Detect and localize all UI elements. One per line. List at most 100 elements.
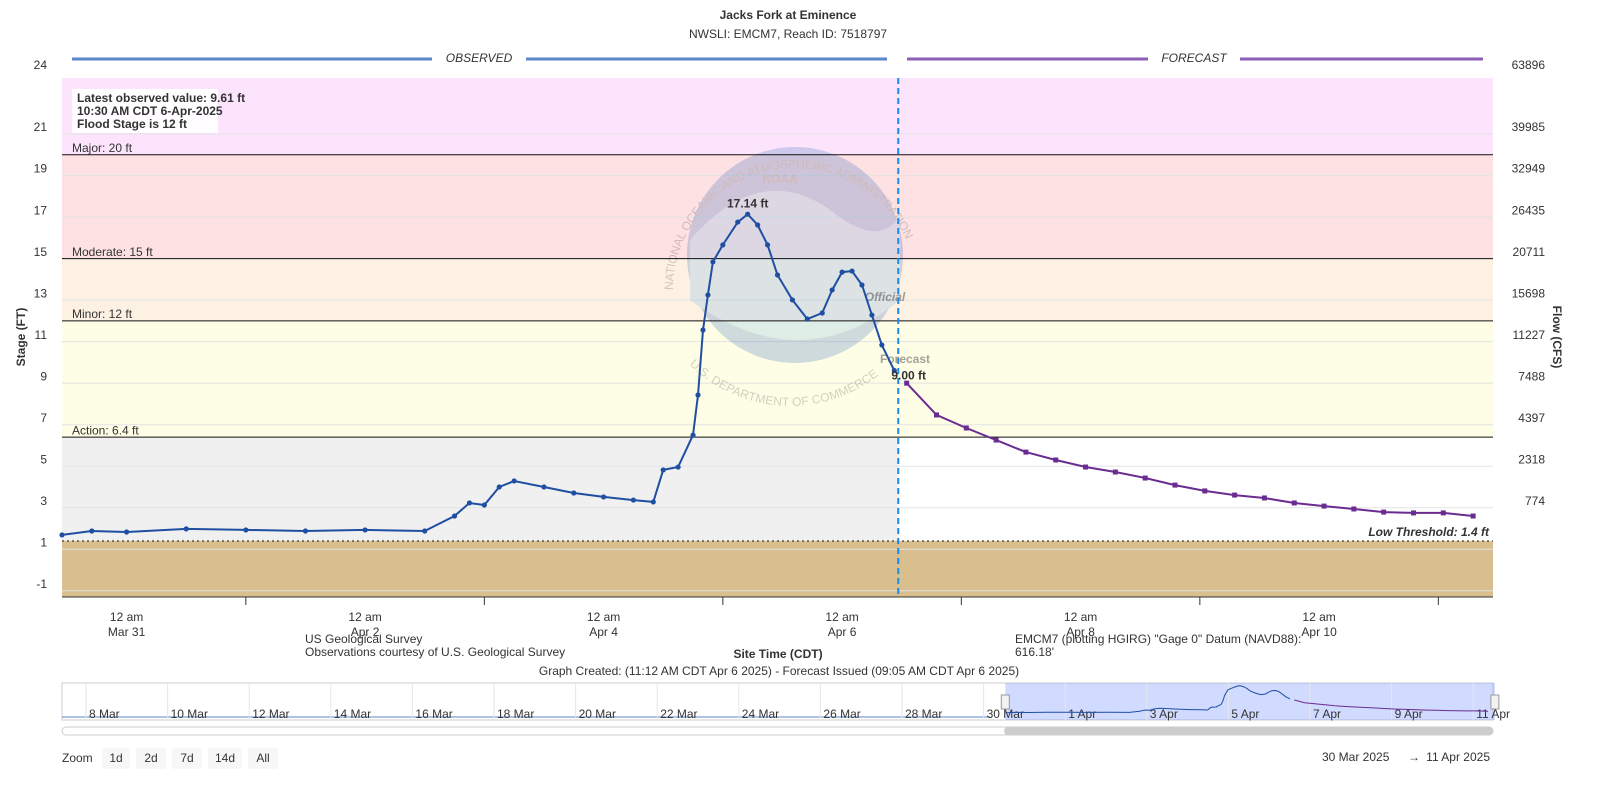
navigator-label: 22 Mar [660,707,697,721]
y-tick-label: 13 [34,286,48,300]
point [695,392,701,398]
point [650,499,656,505]
y2-tick-label: 2318 [1518,452,1545,466]
point [123,529,130,535]
point [879,342,885,348]
zoom-button-label[interactable]: All [256,751,269,765]
navigator-label: 24 Mar [742,707,779,721]
watermark-disc [687,147,903,363]
navigator: 8 Mar 10 Mar 12 Mar 14 Mar 16 Mar 18 Mar 20 Ma… [61,682,1510,721]
point [904,380,910,386]
point [422,528,428,534]
below-low-band [62,540,1493,597]
info-box [72,89,218,133]
x-tick-label: 12 am [110,610,143,624]
y-tick-label: 9 [40,369,47,383]
zoom-button-label[interactable]: 2d [144,751,157,765]
zoom-button-label[interactable]: 1d [109,751,122,765]
point [660,467,666,473]
x-tick-label: 12 am [348,610,381,624]
point [243,527,249,533]
point [89,528,95,534]
credit: US Geological Survey [305,632,422,646]
navigator-label: 7 Apr [1313,707,1341,721]
threshold-label: Action: 6.4 ft [72,423,139,437]
zoom-button[interactable] [248,748,278,769]
navigator-label: 10 Mar [171,707,208,721]
zoom-button[interactable] [208,748,242,769]
x-tick-label: 12 am [1064,610,1097,624]
point [859,282,865,288]
data-label: 17.14 ft [727,196,768,210]
x-tick-label: Apr 10 [1301,625,1337,639]
y-tick-label: 24 [34,58,48,72]
point [891,367,897,374]
info-line: 10:30 AM CDT 6-Apr-2025 [77,104,223,118]
point [1053,457,1059,463]
threshold-label: Moderate: 15 ft [72,245,153,259]
point [302,528,309,534]
x-tick-label: Mar 31 [108,625,146,639]
y2-tick-label: 32949 [1512,162,1546,176]
chart-title: Jacks Fork at Eminence [720,8,857,22]
navigator-label: 1 Apr [1068,707,1096,721]
point [1023,449,1029,455]
range-to[interactable]: 11 Apr 2025 [1426,750,1490,764]
point [735,219,741,225]
y-tick-label: 1 [40,535,47,549]
navigator-label: 14 Mar [334,707,371,721]
watermark-line2: Forecast [880,352,930,366]
point [700,327,706,333]
point [59,532,65,538]
point [675,464,681,470]
navigator-line [1005,685,1291,714]
credit: Observations courtesy of U.S. Geological… [305,645,565,659]
navigator-label: 3 Apr [1150,707,1178,721]
y-tick-label: -1 [36,577,47,591]
point [710,259,716,265]
point [819,310,825,316]
point [466,500,473,506]
bands [62,78,1493,597]
y2-axis-title: Flow (CFS) [1550,306,1564,369]
observed-label: OBSERVED [446,51,513,65]
point [1381,509,1387,515]
y2-tick-label: 39985 [1512,120,1546,134]
y2-tick-label: 26435 [1512,203,1546,217]
point [511,478,517,484]
y2-tick-label: 774 [1525,494,1545,508]
flood-band [62,258,1493,321]
data-label: 9.00 ft [891,368,926,382]
watermark-line1: Official [865,290,906,304]
zoom-button-label[interactable]: 14d [215,751,235,765]
y-tick-label: 21 [34,120,48,134]
watermark-logo: NOAA [762,172,798,186]
info-line: Flood Stage is 12 ft [77,117,187,131]
series-line [905,382,1474,517]
point [1261,495,1267,501]
point [869,312,875,318]
y2-tick-label: 15698 [1512,286,1546,300]
navigator-label: 28 Mar [905,707,942,721]
point [451,513,458,519]
navigator-label: 18 Mar [497,707,534,721]
zoom-button[interactable] [102,748,130,769]
zoom-button[interactable] [136,748,166,769]
point [630,497,637,503]
scrollbar-thumb[interactable] [1004,727,1493,735]
point [1440,510,1446,516]
zoom-button[interactable] [172,748,202,769]
navigator-selection [1005,683,1495,720]
y2-tick-label: 4397 [1518,411,1545,425]
point [541,484,547,490]
navigator-handle[interactable] [1000,694,1010,710]
point [774,272,781,278]
zoom-button-label[interactable]: 7d [180,751,193,765]
navigator-label: 30 Mar [987,707,1024,721]
y2-tick-label: 20711 [1513,245,1546,259]
range-arrow: → [1408,750,1420,764]
navigator-handle[interactable] [1490,694,1500,710]
point [690,432,696,438]
range-from[interactable]: 30 Mar 2025 [1322,750,1390,764]
